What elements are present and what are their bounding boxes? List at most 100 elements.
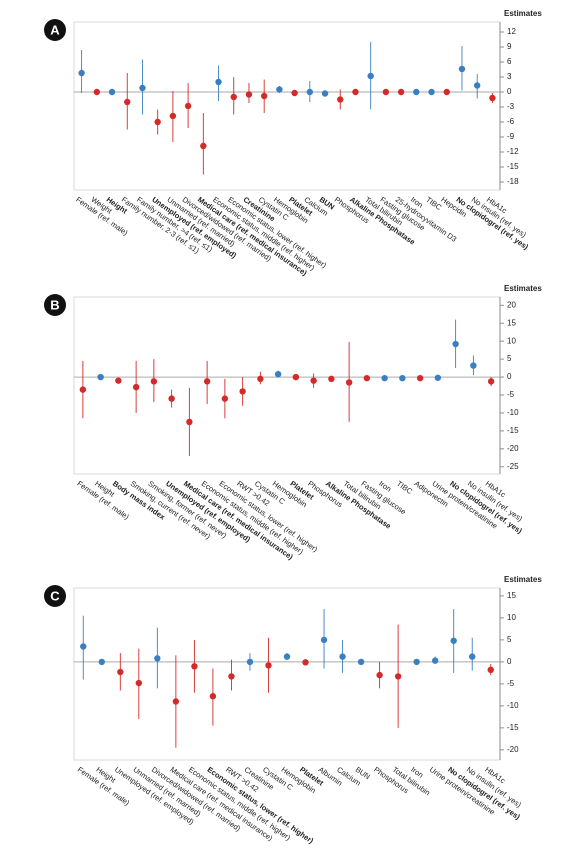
plot-frame [73,21,501,191]
y-tick-label: 10 [507,336,516,345]
y-tick-label: 15 [507,318,516,327]
estimate-point [487,666,494,674]
estimate-point [150,378,158,385]
estimate-point [306,88,314,96]
estimate-point [221,395,229,402]
estimate-point [394,673,402,680]
estimate-point [357,658,365,666]
estimate-point [184,102,192,110]
estimate-point [276,86,283,93]
estimate-point [239,388,246,395]
estimate-point [337,96,344,103]
y-tick-label: -25 [507,462,519,471]
panel-label: B [50,297,59,312]
estimate-point [381,374,388,382]
panel-label: C [50,588,60,603]
estimate-point [413,658,420,666]
estimate-point [382,88,390,96]
estimate-point [215,78,222,86]
estimate-point [200,142,207,150]
estimate-point [399,374,406,382]
estimate-point [345,379,353,386]
panel-label: A [50,22,60,37]
estimate-point [93,88,101,96]
y-tick-label: -15 [507,162,519,171]
estimate-point [339,653,346,660]
estimate-point [431,657,439,664]
estimate-point [469,653,476,660]
estimate-point [416,374,424,382]
y-tick-label: -6 [507,117,515,126]
estimate-point [169,112,177,120]
estimate-point [376,671,383,679]
estimate-point [397,88,405,96]
y-tick-label: 5 [507,354,512,363]
y-tick-label: -18 [507,177,519,186]
y-tick-label: -10 [507,701,519,710]
estimate-point [473,82,481,89]
panel-badge [44,294,66,316]
y-axis-title: Estimates [504,575,542,584]
panel-badge [44,19,66,41]
x-tick-label: TIBC [424,195,444,213]
y-tick-label: 5 [507,635,512,644]
y-axis-title: Estimates [504,284,542,293]
y-tick-label: -20 [507,745,519,754]
y-tick-label: 10 [507,613,516,622]
estimate-point [79,386,87,393]
estimate-point [257,375,264,383]
y-tick-label: 12 [507,27,516,36]
estimate-point [452,340,459,348]
estimate-point [428,88,435,96]
y-tick-label: -5 [507,390,515,399]
estimate-point [265,662,272,669]
estimate-point [154,655,161,662]
estimate-point [434,374,442,381]
y-tick-label: -20 [507,444,519,453]
y-tick-label: -5 [507,679,515,688]
estimate-point [443,88,450,96]
y-tick-label: 15 [507,591,516,600]
estimate-point [245,91,253,98]
estimate-point [302,659,309,666]
estimate-point [470,362,477,369]
y-axis-title: Estimates [504,9,542,18]
estimate-point [283,653,291,660]
estimate-point [274,370,282,378]
estimate-point [132,383,140,391]
estimate-point [154,118,161,126]
y-tick-label: 3 [507,72,512,81]
estimate-point [168,395,175,402]
estimate-point [117,668,124,676]
panel-badge [44,585,66,607]
estimate-point [191,663,198,670]
estimate-point [97,373,104,381]
y-tick-label: 0 [507,657,512,666]
y-tick-label: 0 [507,87,512,96]
y-tick-label: -15 [507,426,519,435]
y-tick-label: 9 [507,42,512,51]
estimate-point [139,84,146,92]
estimate-point [246,658,254,666]
estimate-point [115,377,122,384]
estimate-point [124,98,131,106]
plot-frame [73,587,501,761]
estimate-point [78,69,85,77]
estimate-point [230,93,237,101]
estimate-point [328,375,335,383]
estimate-point [458,65,466,73]
estimate-point [291,89,298,97]
y-tick-label: -3 [507,102,515,111]
estimate-point [321,90,329,97]
estimate-point [80,643,87,650]
estimate-point [413,88,420,96]
y-tick-label: -15 [507,723,519,732]
estimate-point [228,673,235,680]
estimate-point [203,378,211,385]
estimate-point [108,88,116,96]
estimate-point [489,94,496,102]
estimate-point [209,693,217,700]
y-tick-label: -9 [507,132,515,141]
estimate-point [352,88,359,96]
